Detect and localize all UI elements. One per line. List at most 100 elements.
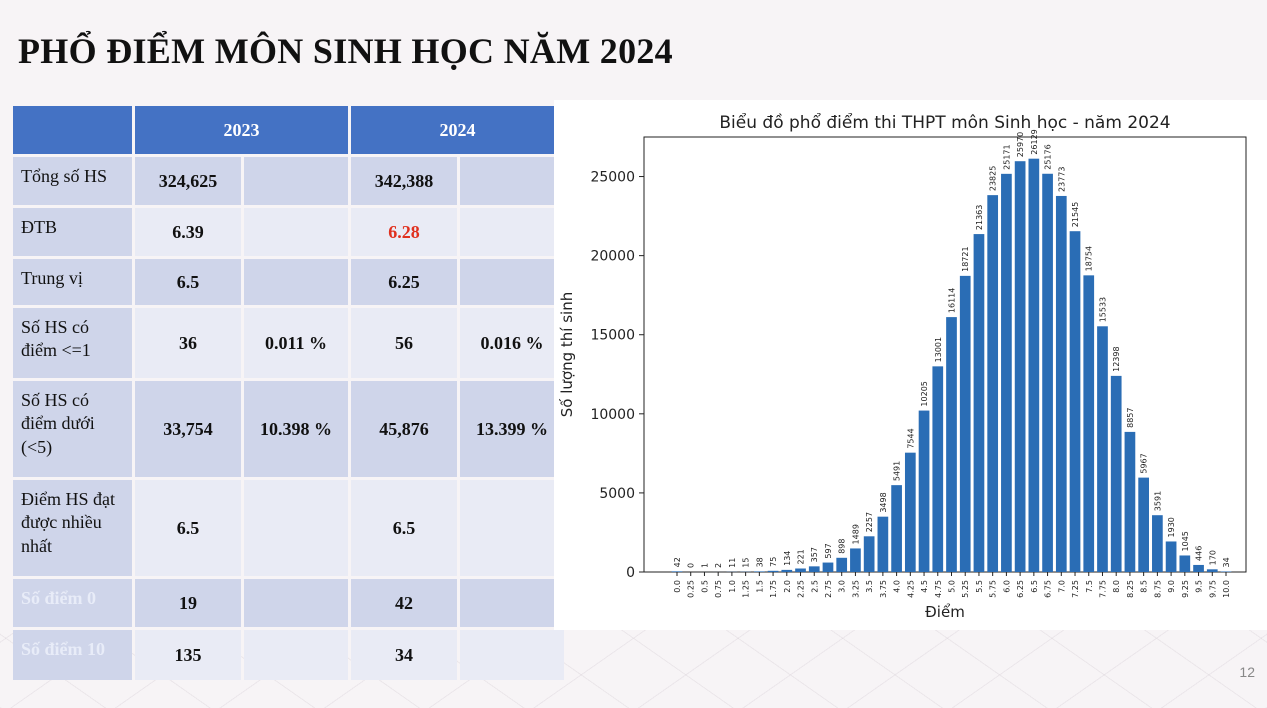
value-2023: 36	[135, 308, 241, 378]
x-tick-label: 7.5	[1085, 580, 1094, 593]
bar	[1097, 326, 1108, 572]
percent-2024: 0.016 %	[460, 308, 564, 378]
data-label: 34	[1222, 557, 1231, 567]
x-tick-label: 1.25	[742, 580, 751, 598]
bar	[959, 275, 971, 572]
data-label: 18721	[961, 246, 970, 271]
bar	[1124, 431, 1136, 572]
bar	[1014, 161, 1026, 572]
x-tick-label: 9.75	[1208, 580, 1217, 598]
x-tick-label: 1.75	[769, 580, 778, 598]
x-tick-label: 5.25	[961, 580, 970, 598]
y-tick-label: 15000	[590, 328, 635, 344]
x-tick-label: 3.75	[879, 580, 888, 598]
bar	[877, 516, 889, 572]
y-tick-label: 0	[626, 565, 635, 581]
x-tick-label: 6.0	[1002, 580, 1011, 593]
data-label: 221	[797, 549, 806, 564]
header-2024: 2024	[351, 106, 564, 154]
x-tick-label: 5.5	[975, 580, 984, 593]
data-label: 3591	[1153, 491, 1162, 511]
x-tick-label: 5.75	[989, 580, 998, 598]
percent-2024	[460, 630, 564, 680]
x-tick-label: 8.5	[1140, 580, 1149, 593]
x-tick-label: 1.5	[755, 580, 764, 593]
data-label: 2	[714, 563, 723, 568]
data-label: 8857	[1126, 408, 1135, 428]
x-tick-label: 2.25	[797, 580, 806, 598]
value-2024: 6.28	[351, 208, 457, 256]
bar	[1152, 515, 1163, 572]
bar	[932, 366, 944, 572]
bar	[822, 562, 834, 572]
value-2024: 42	[351, 579, 457, 627]
data-label: 42	[673, 557, 682, 567]
data-label: 25970	[1016, 132, 1025, 157]
table-row: Số điểm 10 135 34	[13, 630, 564, 680]
percent-2023	[244, 208, 348, 256]
x-tick-label: 8.25	[1126, 580, 1135, 598]
x-tick-label: 7.0	[1057, 580, 1066, 593]
bar	[1165, 541, 1177, 572]
x-tick-label: 4.0	[893, 580, 902, 593]
bar	[918, 410, 930, 572]
table-row: Số HS có điểm dưới (<5) 33,754 10.398 % 45,…	[13, 381, 564, 477]
x-tick-label: 6.75	[1044, 580, 1053, 598]
data-label: 13001	[934, 337, 943, 362]
data-label: 75	[769, 557, 778, 567]
data-label: 1489	[851, 524, 860, 544]
bar	[781, 569, 793, 572]
data-label: 21363	[975, 205, 984, 230]
page-number: 12	[1239, 664, 1255, 680]
data-label: 0	[687, 563, 696, 568]
data-label: 1045	[1181, 531, 1190, 551]
bar	[987, 195, 999, 572]
row-label: Tổng số HS	[13, 157, 132, 205]
data-label: 38	[755, 557, 764, 567]
table-row: Điểm HS đạt được nhiều nhất 6.5 6.5	[13, 480, 564, 576]
x-tick-label: 3.25	[851, 580, 860, 598]
data-label: 898	[838, 539, 847, 554]
bar	[946, 317, 957, 572]
x-tick-label: 0.0	[673, 580, 682, 593]
score-distribution-chart: Biểu đồ phổ điểm thi THPT môn Sinh học -…	[554, 100, 1267, 630]
header-2023: 2023	[135, 106, 348, 154]
x-tick-label: 0.25	[687, 580, 696, 598]
bar	[1055, 195, 1067, 573]
x-axis-label: Điểm	[925, 603, 965, 621]
x-tick-label: 4.75	[934, 580, 943, 598]
x-tick-label: 10.0	[1222, 580, 1231, 598]
value-2023: 6.5	[135, 480, 241, 576]
percent-2024	[460, 157, 564, 205]
bar	[1083, 275, 1095, 572]
value-2023: 324,625	[135, 157, 241, 205]
bar	[1001, 173, 1012, 572]
header-blank-cell	[13, 106, 132, 154]
data-label: 5967	[1140, 453, 1149, 473]
bar	[1206, 569, 1218, 572]
y-tick-label: 5000	[599, 486, 635, 502]
value-2023: 6.5	[135, 259, 241, 305]
plot-frame	[643, 136, 1247, 573]
x-tick-label: 0.75	[714, 580, 723, 598]
data-label: 134	[783, 551, 792, 566]
data-label: 12398	[1112, 346, 1121, 371]
value-2024: 6.5	[351, 480, 457, 576]
stats-table: 2023 2024 Tổng số HS 324,625 342,388 ĐTB 6.3…	[10, 103, 567, 683]
x-tick-label: 0.5	[700, 580, 709, 593]
bar	[1069, 231, 1081, 572]
data-label: 26129	[1030, 129, 1039, 154]
data-label: 357	[810, 547, 819, 562]
bar	[836, 557, 848, 572]
x-tick-label: 5.0	[948, 580, 957, 593]
percent-2024	[460, 208, 564, 256]
value-2024: 56	[351, 308, 457, 378]
x-tick-label: 2.0	[783, 580, 792, 593]
bar	[891, 485, 902, 572]
row-label: Điểm HS đạt được nhiều nhất	[13, 480, 132, 576]
bar	[863, 536, 875, 572]
percent-2023: 10.398 %	[244, 381, 348, 477]
data-label: 11	[728, 558, 737, 568]
bar	[1193, 564, 1204, 572]
data-label: 23773	[1057, 167, 1066, 192]
